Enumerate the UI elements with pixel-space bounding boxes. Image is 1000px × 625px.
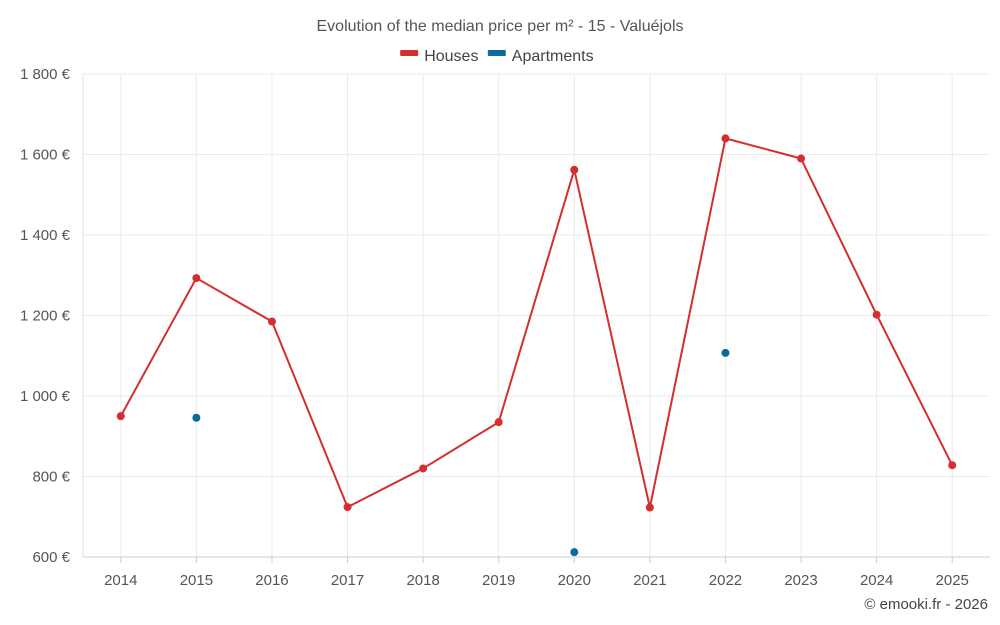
axes: 600 € 800 € 1 000 € 1 200 € 1 400 € 1 600 € 1 … (20, 66, 990, 589)
y-tick-label: 1 000 € (20, 388, 71, 405)
y-tick-label: 1 600 € (20, 147, 71, 164)
y-tick-label: 1 800 € (20, 66, 71, 83)
x-tick-label: 2022 (709, 572, 742, 589)
x-tick-label: 2024 (860, 572, 893, 589)
houses-point-2021[interactable] (645, 503, 654, 512)
series (116, 134, 957, 557)
legend-label: Houses (424, 48, 478, 65)
x-tick-label: 2015 (180, 572, 213, 589)
legend-swatch (400, 50, 419, 56)
y-tick-label: 1 200 € (20, 308, 71, 325)
legend-item-apartments[interactable]: Apartments (487, 48, 594, 65)
apartments-point-2022[interactable] (721, 348, 730, 357)
houses-point-2015[interactable] (192, 274, 201, 283)
houses-point-2023[interactable] (797, 154, 806, 163)
x-tick-label: 2020 (558, 572, 591, 589)
x-tick-label: 2017 (331, 572, 364, 589)
credit-text: © emooki.fr - 2026 (864, 596, 988, 613)
x-tick-label: 2016 (255, 572, 288, 589)
legend-label: Apartments (512, 48, 594, 65)
houses-point-2014[interactable] (116, 412, 125, 421)
x-tick-label: 2018 (406, 572, 439, 589)
legend: Houses Apartments (400, 48, 594, 65)
x-tick-label: 2025 (936, 572, 969, 589)
legend-swatch (487, 50, 506, 56)
x-tick-label: 2021 (633, 572, 666, 589)
houses-line (119, 137, 954, 509)
x-tick-label: 2019 (482, 572, 515, 589)
legend-item-houses[interactable]: Houses (400, 48, 478, 65)
y-tick-label: 800 € (32, 469, 70, 486)
y-tick-label: 600 € (32, 549, 70, 566)
houses-point-2018[interactable] (419, 464, 428, 473)
y-tick-label: 1 400 € (20, 227, 71, 244)
houses-point-2017[interactable] (343, 503, 352, 512)
apartments-point-2015[interactable] (192, 413, 201, 422)
houses-point-2019[interactable] (494, 418, 503, 427)
apartments-point-2020[interactable] (570, 548, 579, 557)
grid (83, 73, 990, 557)
houses-point-2022[interactable] (721, 134, 730, 143)
houses-point-2016[interactable] (267, 317, 276, 326)
houses-point-2020[interactable] (570, 165, 579, 174)
chart-title: Evolution of the median price per m² - 1… (317, 18, 684, 35)
x-tick-label: 2014 (104, 572, 137, 589)
houses-point-2024[interactable] (872, 310, 881, 319)
x-tick-label: 2023 (784, 572, 817, 589)
houses-point-2025[interactable] (948, 461, 957, 470)
